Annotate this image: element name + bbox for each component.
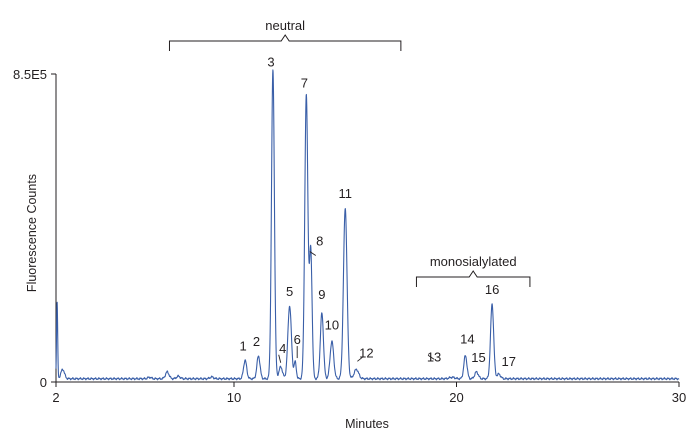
peak-label: 6	[294, 332, 301, 347]
annotations-group: neutral monosialylated	[168, 18, 531, 287]
peak-label: 7	[301, 76, 308, 91]
peak-label: 16	[485, 282, 499, 297]
group-label: monosialylated	[430, 254, 517, 269]
peak-label: 11	[339, 186, 353, 201]
y-tick-label: 8.5E5	[13, 67, 47, 82]
peak-label: 4	[279, 341, 286, 356]
peak-label: 1	[240, 338, 247, 353]
peak-label: 2	[253, 334, 260, 349]
x-tick-label: 20	[449, 390, 463, 405]
y-axis-title: Fluorescence Counts	[25, 174, 39, 292]
peak-label: 9	[318, 287, 325, 302]
peak-label: 5	[286, 284, 293, 299]
group-label: neutral	[265, 18, 305, 33]
peak-label: 15	[471, 350, 485, 365]
peak-leader-line	[357, 356, 363, 362]
group-bracket	[168, 34, 402, 51]
series-line	[55, 69, 680, 381]
peak-label: 8	[316, 234, 323, 249]
trace-group	[55, 69, 680, 381]
peak-label: 17	[502, 354, 516, 369]
peak-label: 3	[267, 54, 274, 69]
x-tick-label: 10	[227, 390, 241, 405]
peak-label: 12	[359, 345, 373, 360]
peak-leader-line	[278, 354, 282, 363]
x-tick-label: 30	[672, 390, 686, 405]
peak-leader-line	[427, 354, 435, 360]
peak-leader-line	[309, 251, 317, 256]
x-axis-title: Minutes	[345, 417, 389, 431]
peak-label: 14	[460, 332, 474, 347]
group-bracket	[415, 270, 531, 287]
x-tick-label: 2	[52, 390, 59, 405]
axes-group	[55, 74, 679, 383]
peak-label: 13	[427, 349, 441, 364]
y-tick-label: 0	[40, 375, 47, 390]
peak-label: 10	[325, 317, 339, 332]
ticks-group: 2 10 20 30 0 8.5E5	[13, 67, 686, 405]
